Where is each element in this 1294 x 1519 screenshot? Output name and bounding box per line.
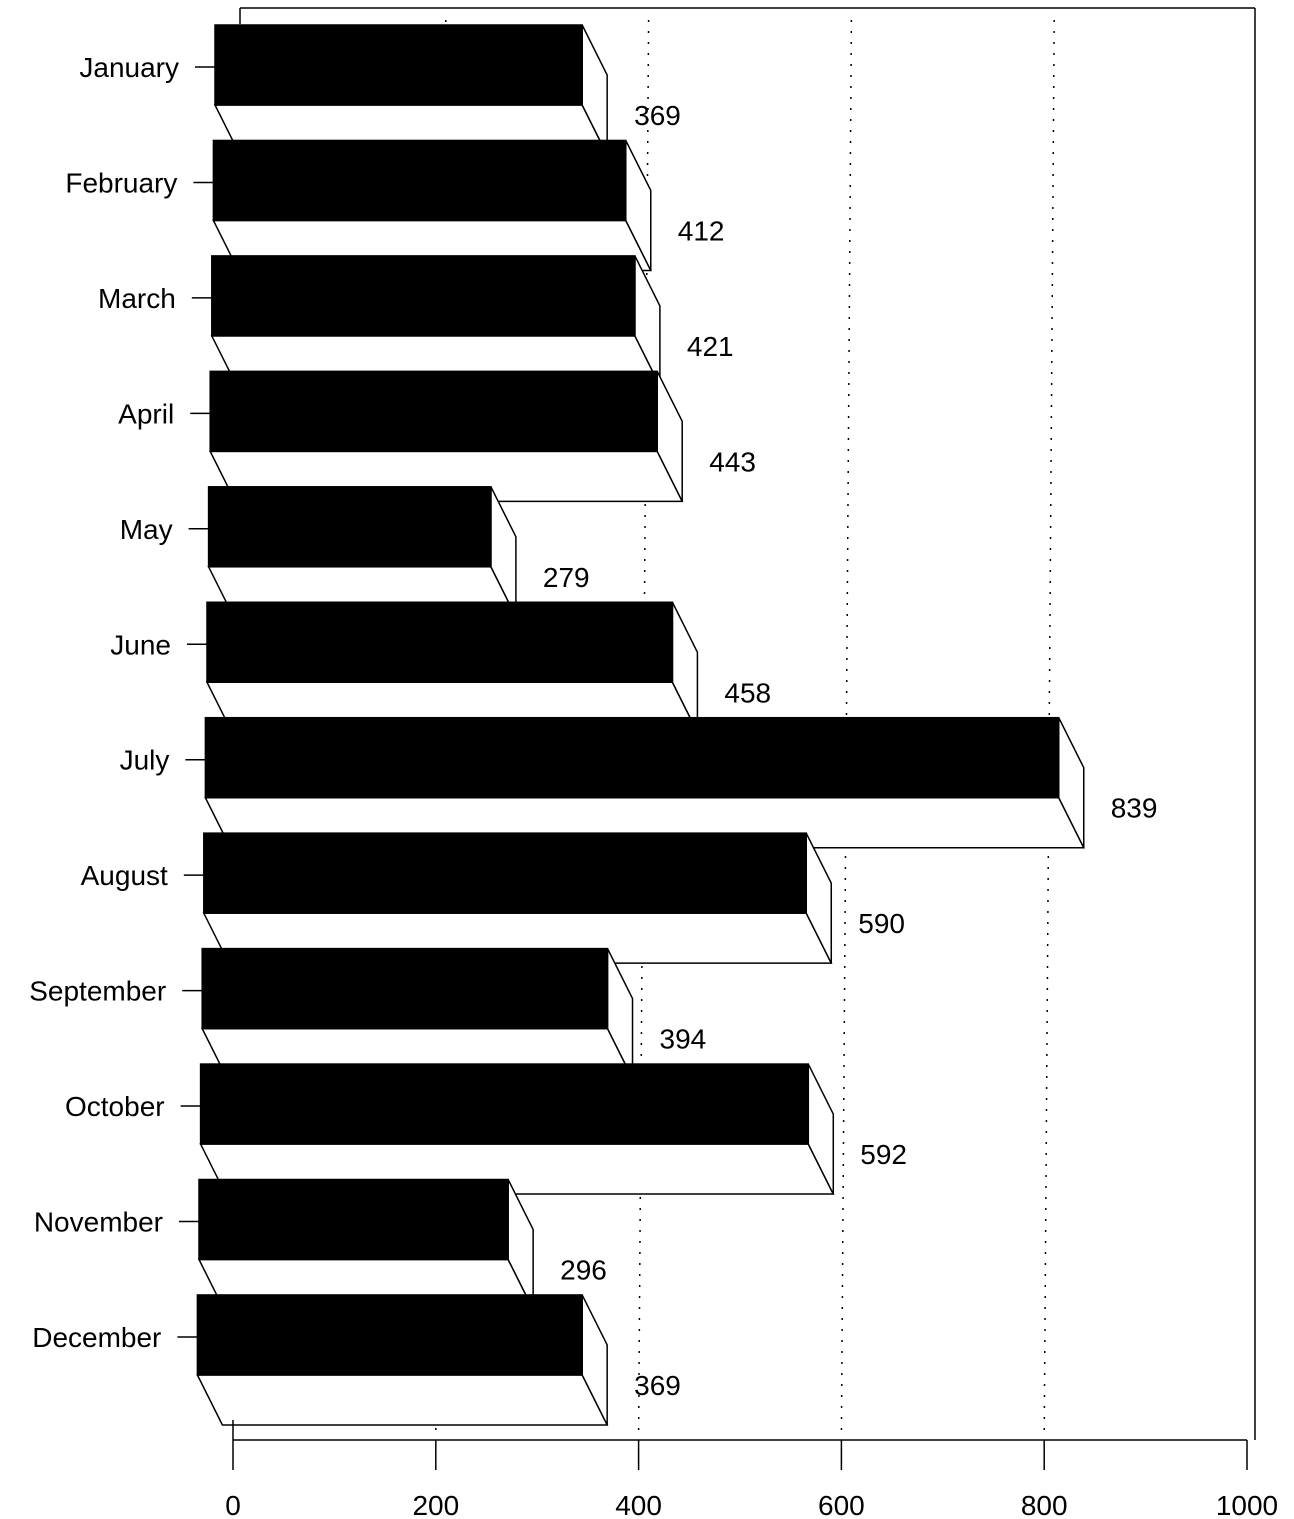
y-tick-label-october: October [65, 1091, 165, 1122]
data-label-june: 458 [724, 677, 771, 708]
x-tick-label-800: 800 [1021, 1490, 1068, 1519]
data-label-january: 369 [634, 100, 681, 131]
x-tick-label-400: 400 [615, 1490, 662, 1519]
bar-february [212, 139, 652, 272]
y-tick-label-november: November [34, 1207, 163, 1238]
bar-front-face-april [209, 370, 658, 453]
bar-front-face-may [207, 486, 492, 568]
bar-may [207, 486, 518, 618]
bar-front-face-december [196, 1294, 583, 1376]
data-label-august: 590 [858, 908, 905, 939]
bar-front-face-september [201, 947, 609, 1030]
bar-front-face-october [199, 1063, 810, 1145]
y-tick-label-february: February [65, 167, 177, 198]
bar-august [202, 832, 833, 964]
data-label-october: 592 [860, 1139, 907, 1170]
y-tick-label-april: April [118, 398, 174, 429]
data-label-may: 279 [543, 562, 590, 593]
bar-front-face-january [214, 24, 583, 106]
y-tick-label-july: July [120, 745, 170, 776]
bar-march [210, 255, 662, 387]
data-label-september: 394 [660, 1024, 707, 1055]
bar-september [200, 947, 634, 1080]
bar-april [208, 370, 684, 503]
y-tick-label-march: March [98, 283, 176, 314]
y-tick-label-september: September [29, 976, 166, 1007]
bar-front-face-july [204, 716, 1060, 799]
bar-january [213, 24, 609, 156]
bar-bottom-face-december [196, 1374, 609, 1426]
bar-front-face-june [206, 601, 674, 683]
plot-frame [239, 7, 1256, 1440]
data-label-february: 412 [678, 215, 725, 246]
bar-front-face-march [211, 255, 636, 337]
y-tick-label-august: August [81, 860, 168, 891]
data-label-july: 839 [1111, 793, 1158, 824]
x-tick-label-0: 0 [225, 1490, 241, 1519]
data-label-april: 443 [709, 446, 756, 477]
bar-front-face-february [212, 139, 627, 222]
y-tick-label-january: January [79, 52, 179, 83]
data-label-november: 296 [560, 1255, 607, 1286]
bar-november [197, 1178, 535, 1311]
bars [196, 24, 1085, 1426]
y-tick-label-may: May [120, 514, 173, 545]
bar-december [196, 1294, 609, 1426]
data-label-december: 369 [634, 1370, 681, 1401]
bar-front-face-august [203, 832, 808, 914]
bar-front-face-november [198, 1178, 509, 1261]
bar-october [199, 1063, 835, 1195]
x-tick-label-1000: 1000 [1216, 1490, 1278, 1519]
x-tick-label-200: 200 [412, 1490, 459, 1519]
x-tick-label-600: 600 [818, 1490, 865, 1519]
labels: January 369 February 412 March 421 April 443 May… [29, 52, 1278, 1519]
bar-july [204, 716, 1085, 849]
y-tick-label-june: June [110, 629, 171, 660]
y-tick-label-december: December [32, 1322, 161, 1353]
bar-june [205, 601, 699, 733]
data-label-march: 421 [687, 331, 734, 362]
axes [177, 66, 1248, 1470]
